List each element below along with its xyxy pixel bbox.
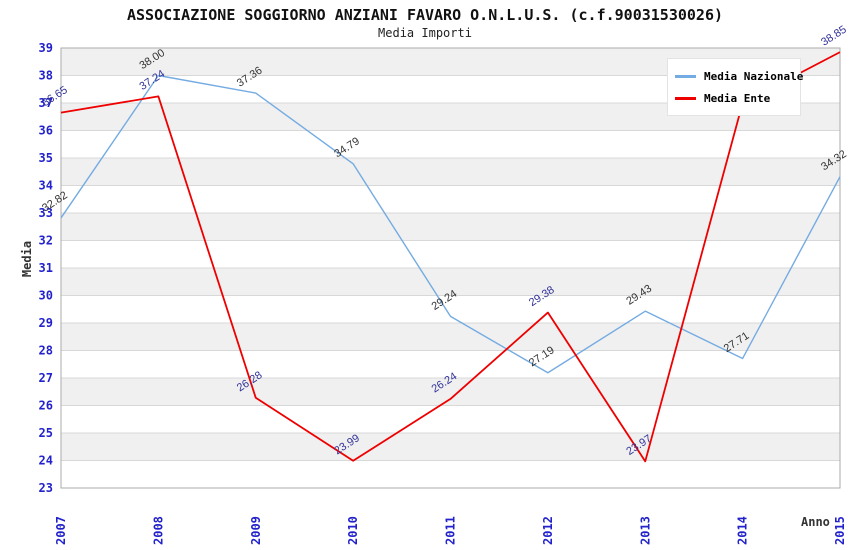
- plot-band: [61, 433, 840, 461]
- legend-item-media-nazionale: Media Nazionale: [672, 65, 803, 87]
- x-tick-label: 2015: [833, 516, 847, 545]
- y-tick-label: 25: [39, 426, 53, 440]
- plot-band: [61, 185, 840, 213]
- series-line-media-ente: [60, 51, 841, 463]
- y-tick-label: 29: [39, 316, 53, 330]
- media-nazionale-line-swatch-icon: [675, 74, 696, 78]
- legend: Media Nazionale Media Ente: [667, 58, 803, 116]
- x-axis-title: Anno: [801, 515, 830, 529]
- y-tick-label: 31: [39, 261, 53, 275]
- plot-band: [61, 323, 840, 351]
- legend-label-media-ente: Media Ente: [704, 91, 771, 105]
- y-tick-label: 23: [39, 481, 53, 495]
- y-axis-title: Media: [20, 240, 35, 278]
- y-tick-label: 34: [39, 179, 53, 193]
- plot-band: [61, 295, 840, 323]
- y-tick-label: 37: [39, 96, 53, 110]
- plot-band: [61, 240, 840, 268]
- x-tick-label: 2008: [151, 516, 165, 545]
- series-line-media-nazionale: [60, 74, 841, 374]
- plot-band: [61, 213, 840, 241]
- legend-item-media-ente: Media Ente: [672, 87, 796, 109]
- y-tick-label: 32: [39, 234, 53, 248]
- y-tick-label: 39: [39, 41, 53, 55]
- media-ente-line-swatch-icon: [675, 96, 696, 100]
- y-tick-label: 24: [39, 454, 53, 468]
- plot-border: [60, 47, 841, 489]
- chart-subtitle: Media Importi: [378, 26, 472, 40]
- y-tick-label: 26: [39, 399, 53, 413]
- y-tick-label: 30: [39, 289, 53, 303]
- x-tick-label: 2012: [541, 516, 555, 545]
- x-tick-label: 2014: [736, 516, 750, 545]
- x-tick-label: 2007: [54, 516, 68, 545]
- plot-band: [61, 268, 840, 296]
- x-tick-label: 2011: [444, 516, 458, 545]
- y-tick-label: 27: [39, 371, 53, 385]
- plot-band: [61, 405, 840, 433]
- y-tick-label: 36: [39, 124, 53, 138]
- plot-band: [61, 158, 840, 186]
- x-tick-label: 2013: [638, 516, 652, 545]
- plot-band: [61, 378, 840, 406]
- y-tick-label: 38: [39, 69, 53, 83]
- legend-label-media-nazionale: Media Nazionale: [704, 69, 804, 83]
- x-tick-label: 2009: [249, 516, 263, 545]
- plot-band: [61, 350, 840, 378]
- plot-band: [61, 460, 840, 488]
- y-tick-label: 33: [39, 206, 53, 220]
- y-tick-label: 35: [39, 151, 53, 165]
- point-value-label: 38.85: [819, 24, 849, 49]
- chart-title: ASSOCIAZIONE SOGGIORNO ANZIANI FAVARO O.…: [126, 6, 724, 24]
- x-tick-label: 2010: [346, 516, 360, 545]
- y-tick-label: 28: [39, 344, 53, 358]
- plot-band: [61, 130, 840, 158]
